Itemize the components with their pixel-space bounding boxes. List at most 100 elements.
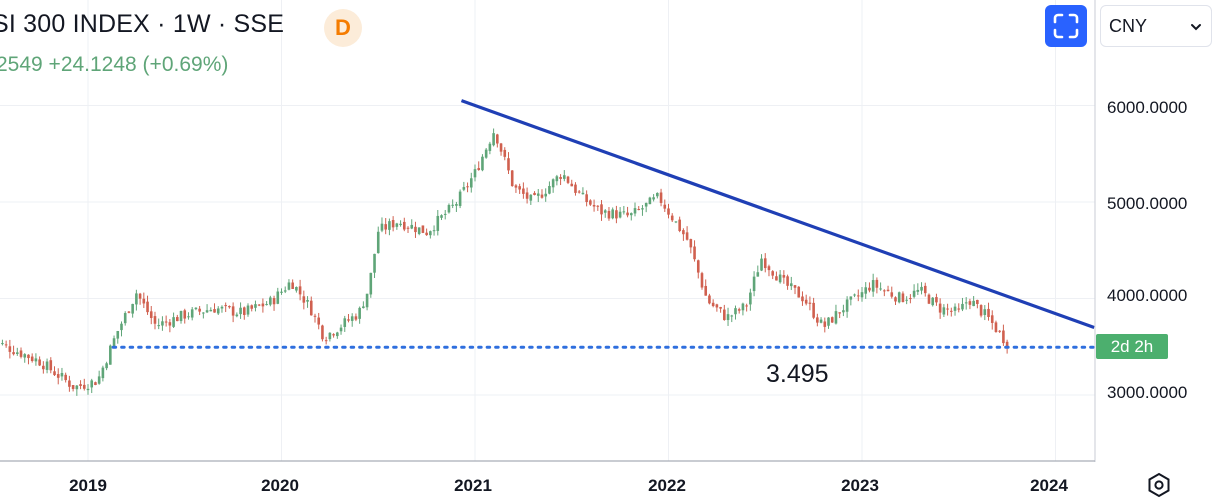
candle-body [592,205,596,207]
candle-body [711,302,715,307]
candle-body [644,202,648,207]
candle-body [704,285,708,296]
candle-body [53,371,56,376]
candle-body [574,184,577,193]
candle-body [149,311,153,318]
currency-select[interactable]: CNY [1100,5,1212,47]
candle-body [34,358,38,362]
currency-value: CNY [1109,15,1148,36]
candle-body [615,210,618,219]
candle-body [205,310,209,313]
candle-body [745,305,748,307]
candle-body [942,307,946,315]
candle-body [637,209,641,211]
candle-body [760,258,763,271]
candle-body [242,307,246,315]
candle-body [328,332,332,340]
candle-body [272,298,276,305]
y-tick-label: 5000.0000 [1107,194,1188,213]
candle-body [927,294,931,304]
candle-body [455,204,458,206]
candle-body [75,385,79,390]
candle-body [469,178,473,188]
candle-body [358,307,361,319]
candle-body [142,298,146,304]
candle-body [395,223,399,227]
candle-body [990,315,994,323]
candle-body [481,156,484,171]
fullscreen-button[interactable] [1045,5,1087,47]
candle-body [477,168,481,170]
candle-body [79,384,82,387]
candle-body [923,285,927,294]
candle-body [894,297,897,302]
candle-body [109,345,112,365]
candle-body [678,219,681,231]
candle-body [912,290,916,297]
candle-body [834,311,838,324]
candle-body [168,322,172,326]
candle-body [786,276,789,286]
candle-body [964,302,968,304]
candle-body [778,274,782,283]
candle-body [291,282,294,289]
chart-settings-button[interactable] [1146,472,1172,503]
candle-body [987,308,990,317]
candle-body [391,219,395,228]
candle-body [808,302,812,304]
candle-body [771,271,774,276]
candle-body [886,289,890,292]
candle-body [488,143,492,151]
candle-body [938,303,942,313]
candle-body [429,231,432,236]
candle-body [4,344,8,346]
candle-body [362,306,365,309]
candle-body [544,193,548,197]
candle-body [123,313,127,324]
candle-body [618,211,622,218]
candle-body [1002,330,1005,344]
candle-body [153,316,157,324]
candle-body [190,309,194,318]
candle-body [462,187,466,190]
candle-body [276,291,280,304]
candle-body [82,384,86,389]
candle-body [86,388,90,391]
candle-body [27,354,30,359]
candle-body [663,204,667,209]
candle-body [946,308,949,310]
candle-body [97,376,101,384]
candle-body [213,309,216,313]
candle-body [135,293,138,305]
data-status-badge[interactable]: D [324,9,362,47]
x-tick-label: 2019 [69,476,107,495]
candle-body [466,186,469,188]
chart-grid [0,0,1095,461]
candle-body [525,192,529,199]
x-tick-label: 2021 [454,476,492,495]
candle-body [105,363,108,369]
candle-body [354,316,358,320]
candle-body [883,290,886,292]
candle-body [19,350,23,357]
y-tick-label: 3000.0000 [1107,383,1188,402]
candle-body [399,223,402,226]
candle-body [254,304,257,308]
candle-body [68,380,71,387]
candle-body [589,200,592,205]
candle-body [332,334,335,336]
candle-body [101,367,105,379]
candle-body [682,230,685,235]
candle-body [499,143,503,152]
candle-body [845,299,849,312]
candle-body [440,215,443,218]
candle-body [60,372,64,377]
fullscreen-icon [1053,13,1079,39]
candle-body [131,303,134,314]
candle-body [555,176,559,182]
candle-body [536,193,540,196]
candle-body [56,374,60,378]
candle-body [622,211,626,213]
candle-body [641,208,644,210]
